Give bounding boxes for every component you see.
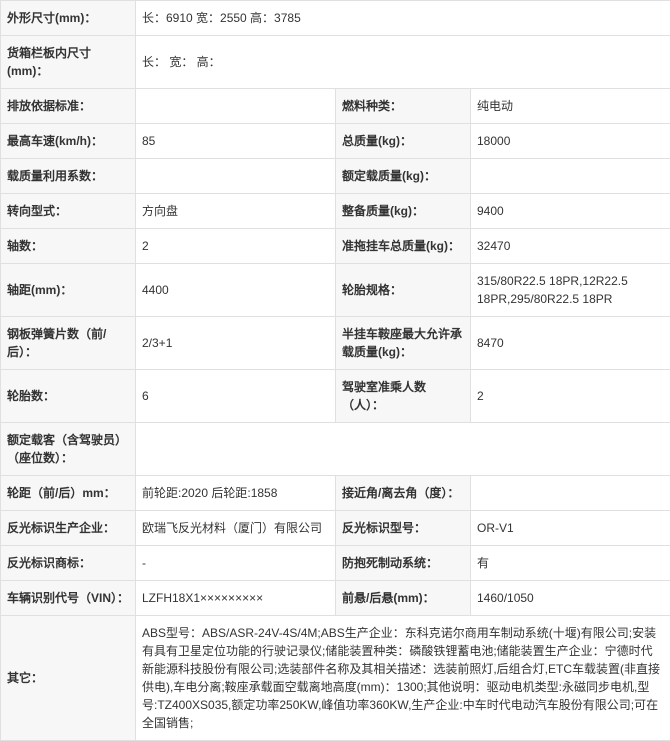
spec-label: 总质量(kg)： xyxy=(336,124,471,159)
spec-value: 长： 宽： 高： xyxy=(136,36,670,89)
spec-row: 钢板弹簧片数（前/后）：2/3+1半挂车鞍座最大允许承载质量(kg)：8470 xyxy=(1,317,670,370)
spec-value: 纯电动 xyxy=(471,89,670,124)
spec-row: 轮距（前/后）mm：前轮距:2020 后轮距:1858接近角/离去角（度）： xyxy=(1,476,670,511)
spec-label: 燃料种类： xyxy=(336,89,471,124)
spec-row: 货箱栏板内尺寸(mm)：长： 宽： 高： xyxy=(1,36,670,89)
spec-row: 最高车速(km/h)：85总质量(kg)：18000 xyxy=(1,124,670,159)
spec-value: 315/80R22.5 18PR,12R22.5 18PR,295/80R22.… xyxy=(471,264,670,317)
spec-value: LZFH18X1××××××××× xyxy=(136,581,336,616)
spec-row: 排放依据标准： 燃料种类：纯电动 xyxy=(1,89,670,124)
spec-label: 前悬/后悬(mm)： xyxy=(336,581,471,616)
spec-label: 反光标识生产企业： xyxy=(1,511,136,546)
spec-label: 轮胎规格： xyxy=(336,264,471,317)
spec-value: 6 xyxy=(136,370,336,423)
spec-label: 其它： xyxy=(1,616,136,741)
spec-label: 防抱死制动系统： xyxy=(336,546,471,581)
spec-value xyxy=(471,476,670,511)
spec-value: ABS型号：ABS/ASR-24V-4S/4M;ABS生产企业：东科克诺尔商用车… xyxy=(136,616,670,741)
spec-value: 32470 xyxy=(471,229,670,264)
spec-row: 反光标识生产企业：欧瑞飞反光材料（厦门）有限公司反光标识型号：OR-V1 xyxy=(1,511,670,546)
spec-row: 载质量利用系数： 额定载质量(kg)： xyxy=(1,159,670,194)
spec-label: 转向型式： xyxy=(1,194,136,229)
spec-label: 驾驶室准乘人数（人）： xyxy=(336,370,471,423)
spec-label: 准拖挂车总质量(kg)： xyxy=(336,229,471,264)
spec-value: 85 xyxy=(136,124,336,159)
spec-label: 反光标识商标： xyxy=(1,546,136,581)
spec-label: 轮距（前/后）mm： xyxy=(1,476,136,511)
spec-label: 半挂车鞍座最大允许承载质量(kg)： xyxy=(336,317,471,370)
spec-value: 2 xyxy=(471,370,670,423)
spec-label: 钢板弹簧片数（前/后）： xyxy=(1,317,136,370)
spec-value: 4400 xyxy=(136,264,336,317)
spec-value: 有 xyxy=(471,546,670,581)
spec-row: 轴距(mm)：4400轮胎规格：315/80R22.5 18PR,12R22.5… xyxy=(1,264,670,317)
spec-value xyxy=(471,159,670,194)
spec-row: 车辆识别代号（VIN）：LZFH18X1×××××××××前悬/后悬(mm)：1… xyxy=(1,581,670,616)
spec-label: 反光标识型号： xyxy=(336,511,471,546)
spec-label: 外形尺寸(mm)： xyxy=(1,1,136,36)
spec-value xyxy=(136,89,336,124)
spec-value: 长：6910 宽：2550 高：3785 xyxy=(136,1,670,36)
spec-label: 轴数： xyxy=(1,229,136,264)
spec-row: 轮胎数：6驾驶室准乘人数（人）：2 xyxy=(1,370,670,423)
spec-value: 9400 xyxy=(471,194,670,229)
spec-value: 2/3+1 xyxy=(136,317,336,370)
spec-label: 接近角/离去角（度）： xyxy=(336,476,471,511)
spec-value: - xyxy=(136,546,336,581)
spec-row: 反光标识商标：-防抱死制动系统：有 xyxy=(1,546,670,581)
spec-value: 2 xyxy=(136,229,336,264)
spec-label: 货箱栏板内尺寸(mm)： xyxy=(1,36,136,89)
spec-row: 外形尺寸(mm)：长：6910 宽：2550 高：3785 xyxy=(1,1,670,36)
spec-row: 轴数：2准拖挂车总质量(kg)：32470 xyxy=(1,229,670,264)
spec-label: 轴距(mm)： xyxy=(1,264,136,317)
spec-label: 排放依据标准： xyxy=(1,89,136,124)
specs-table: 外形尺寸(mm)：长：6910 宽：2550 高：3785货箱栏板内尺寸(mm)… xyxy=(0,0,670,741)
spec-label: 整备质量(kg)： xyxy=(336,194,471,229)
spec-row: 其它：ABS型号：ABS/ASR-24V-4S/4M;ABS生产企业：东科克诺尔… xyxy=(1,616,670,741)
spec-label: 额定载客（含驾驶员）（座位数）： xyxy=(1,423,136,476)
spec-label: 额定载质量(kg)： xyxy=(336,159,471,194)
spec-value xyxy=(136,423,670,476)
spec-value: 8470 xyxy=(471,317,670,370)
spec-value: 方向盘 xyxy=(136,194,336,229)
spec-label: 车辆识别代号（VIN）： xyxy=(1,581,136,616)
spec-value: 1460/1050 xyxy=(471,581,670,616)
spec-row: 额定载客（含驾驶员）（座位数）： xyxy=(1,423,670,476)
spec-value: 前轮距:2020 后轮距:1858 xyxy=(136,476,336,511)
spec-value: OR-V1 xyxy=(471,511,670,546)
spec-label: 轮胎数： xyxy=(1,370,136,423)
spec-row: 转向型式：方向盘整备质量(kg)：9400 xyxy=(1,194,670,229)
spec-value: 18000 xyxy=(471,124,670,159)
spec-label: 最高车速(km/h)： xyxy=(1,124,136,159)
spec-label: 载质量利用系数： xyxy=(1,159,136,194)
spec-value xyxy=(136,159,336,194)
spec-value: 欧瑞飞反光材料（厦门）有限公司 xyxy=(136,511,336,546)
